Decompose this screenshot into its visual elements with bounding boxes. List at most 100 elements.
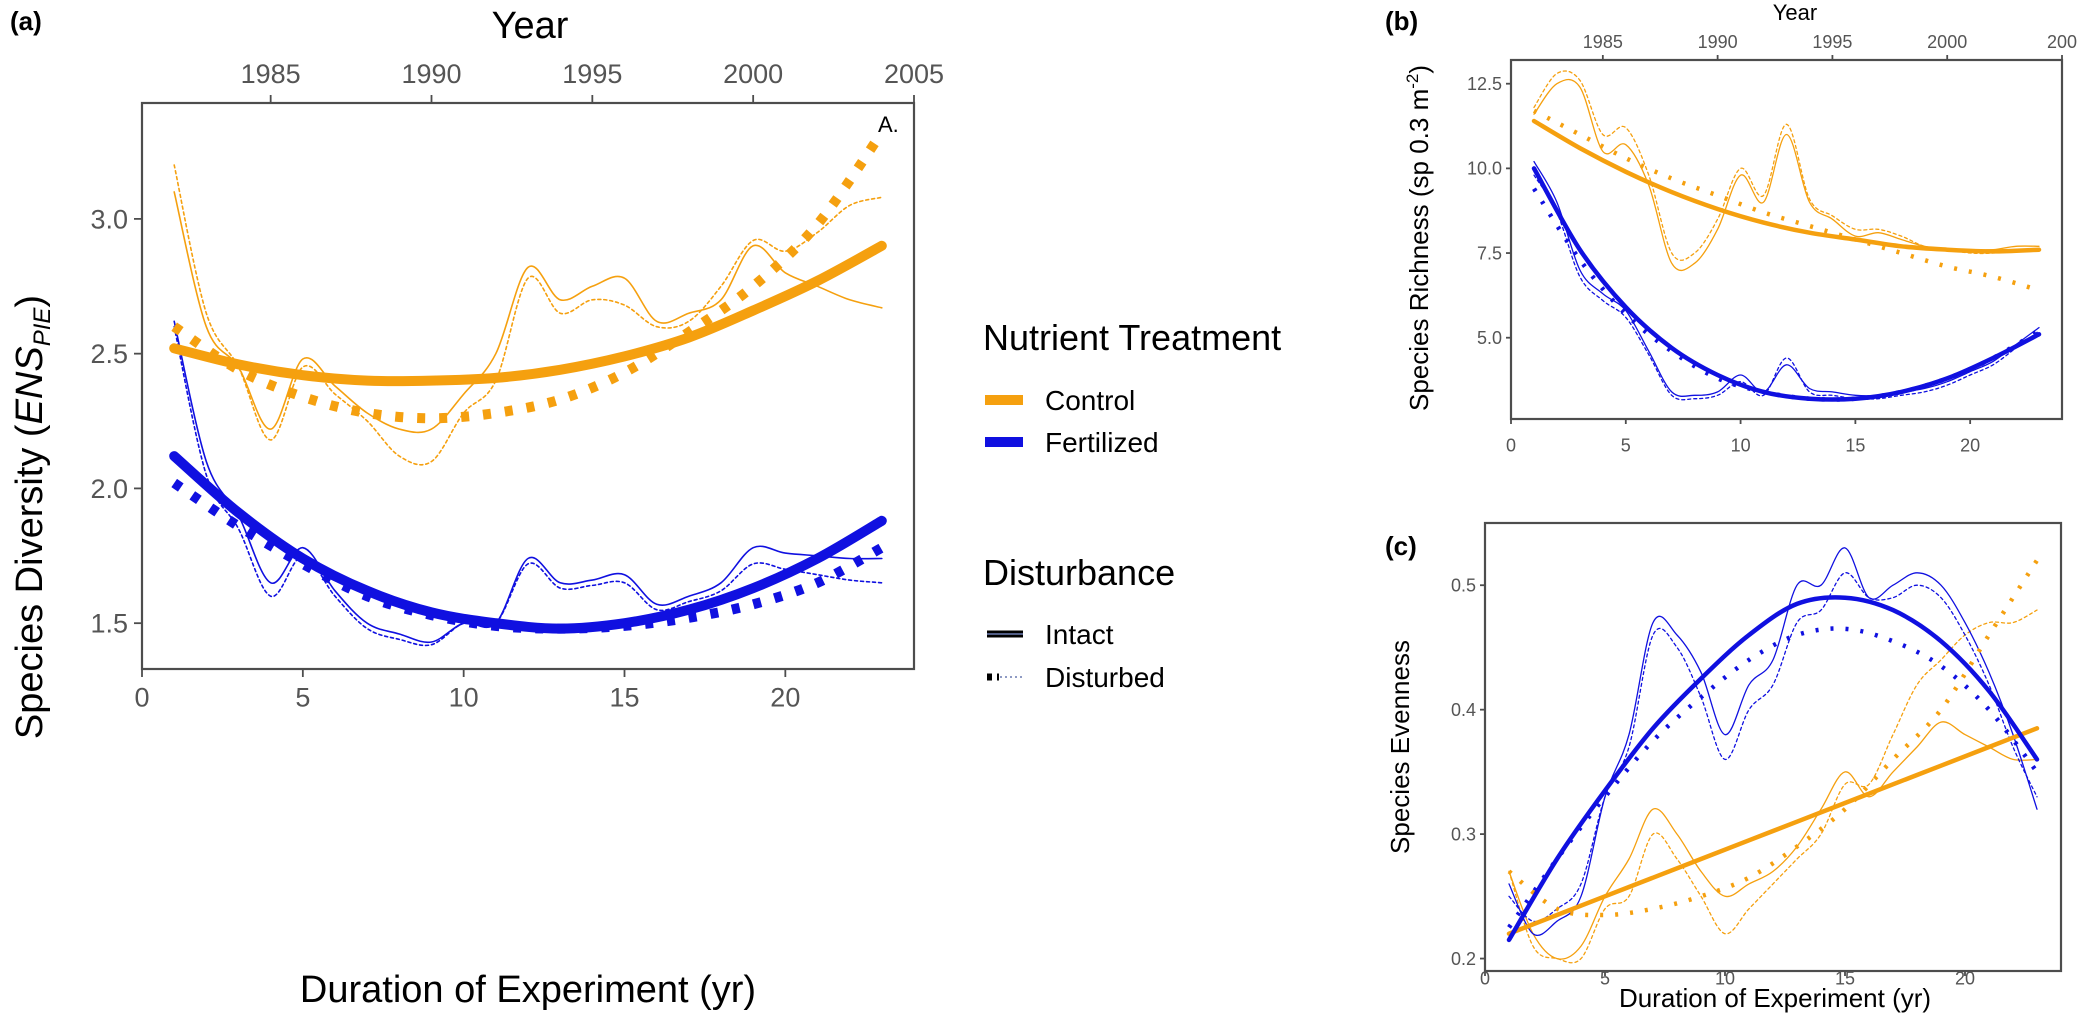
panel-a-ylabel-close: ) — [9, 295, 51, 308]
x-tick-label: 10 — [1715, 968, 1735, 988]
panel-b-top-axis-title: Year — [1773, 0, 1817, 25]
top-tick-label: 1995 — [1812, 32, 1852, 52]
top-tick-label: 2000 — [1927, 32, 1967, 52]
series-line-fertilized-disturbed-fit — [1507, 626, 2039, 929]
y-tick-label: 0.3 — [1451, 824, 1476, 844]
panel-a-frame — [140, 101, 916, 671]
y-tick-label: 12.5 — [1467, 74, 1502, 94]
series-line-control-intact-fit — [169, 240, 887, 387]
x-tick-label: 5 — [295, 682, 310, 712]
series-line-fertilized-disturbed-raw — [1508, 572, 2038, 923]
panel-b-ylabel-close: ) — [1404, 65, 1434, 74]
top-tick-label: 1995 — [562, 59, 622, 89]
x-tick-label: 5 — [1600, 968, 1610, 988]
series-line-fertilized-intact-fit — [1506, 595, 2040, 943]
panel-b-frame — [1509, 58, 2064, 421]
panel-a-ylabel-italic: ENS — [9, 346, 51, 424]
panel-c-left-ticks: 0.2 0.3 0.4 0.5 — [1451, 576, 1485, 969]
series-line-fertilized-disturbed-fit — [1532, 187, 2041, 402]
x-tick-label: 10 — [449, 682, 479, 712]
panel-a-bottom-ticks: 0 5 10 15 20 — [134, 669, 800, 712]
series-line-control-intact-raw — [1533, 78, 2040, 272]
panel-b-ylabel-text: Species Richness (sp 0.3 m — [1404, 89, 1434, 411]
series-line-control-intact-raw — [1508, 721, 2038, 960]
panel-a-top-ticks: 1985 1990 1995 2000 2005 — [241, 59, 944, 103]
panel-a-top-axis-title: Year — [492, 5, 569, 47]
x-tick-label: 0 — [134, 682, 149, 712]
panel-c-label: (c) — [1385, 531, 1417, 561]
legend-control-label: Control — [1045, 385, 1135, 416]
y-tick-label: 3.0 — [90, 204, 128, 234]
panel-a-plot — [169, 129, 887, 647]
panel-b-top-ticks: 1985 1990 1995 2000 200 — [1583, 32, 2077, 60]
series-line-control-disturbed-raw — [1508, 609, 2038, 964]
y-tick-label: 0.5 — [1451, 576, 1476, 596]
panel-c-y-axis-title: Species Evenness — [1385, 640, 1415, 854]
series-line-fertilized-disturbed-raw — [173, 325, 883, 647]
series-line-control-disturbed-fit — [171, 129, 886, 424]
panel-a-ylabel-sub: PIE — [29, 307, 56, 347]
series-line-control-intact-raw — [173, 191, 883, 434]
x-tick-label: 20 — [770, 682, 800, 712]
top-tick-label: 1985 — [1583, 32, 1623, 52]
panel-b-y-axis-title: Species Richness (sp 0.3 m-2) — [1403, 65, 1434, 411]
panel-c: (c) 0 5 10 15 20 0.2 0.3 0.4 0.5 Duration of Ex… — [1385, 521, 2063, 1013]
panel-a-left-ticks: 1.5 2.0 2.5 3.0 — [90, 204, 142, 639]
legend: Nutrient Treatment Control Fertilized Di… — [983, 317, 1281, 693]
top-tick-label: 2000 — [723, 59, 783, 89]
legend-disturbed-label: Disturbed — [1045, 662, 1165, 693]
top-tick-label: 200 — [2047, 32, 2077, 52]
y-tick-label: 5.0 — [1477, 328, 1502, 348]
x-tick-label: 0 — [1506, 435, 1516, 455]
panel-a: (a) Year 1985 1990 1995 2000 2005 A. 0 5 10 15 2… — [9, 5, 944, 1011]
series-line-fertilized-disturbed-raw — [1533, 174, 2040, 401]
x-tick-label: 15 — [609, 682, 639, 712]
series-line-control-intact-fit — [1531, 118, 2042, 254]
y-tick-label: 2.0 — [90, 474, 128, 504]
top-tick-label: 2005 — [884, 59, 944, 89]
x-tick-label: 15 — [1835, 968, 1855, 988]
series-line-fertilized-intact-raw — [1533, 160, 2040, 397]
x-tick-label: 10 — [1731, 435, 1751, 455]
series-line-fertilized-disturbed-fit — [171, 478, 885, 634]
x-tick-label: 5 — [1621, 435, 1631, 455]
series-line-fertilized-intact-fit — [169, 451, 887, 634]
legend-disturbance-title: Disturbance — [983, 552, 1175, 593]
series-line-fertilized-intact-raw — [173, 320, 883, 644]
panel-b-bottom-ticks: 0 5 10 15 20 — [1506, 419, 1980, 455]
panel-a-ylabel-text: Species Diversity ( — [9, 424, 51, 739]
y-tick-label: 1.5 — [90, 609, 128, 639]
y-tick-label: 0.4 — [1451, 700, 1476, 720]
panel-c-plot — [1506, 547, 2040, 964]
series-line-control-disturbed-fit — [1532, 108, 2040, 293]
series-line-fertilized-intact-raw — [1508, 547, 2038, 936]
top-tick-label: 1985 — [241, 59, 301, 89]
panel-b-label: (b) — [1385, 6, 1418, 36]
panel-c-x-axis-title: Duration of Experiment (yr) — [1619, 983, 1931, 1013]
y-tick-label: 10.0 — [1467, 159, 1502, 179]
legend-nutrient-title: Nutrient Treatment — [983, 317, 1281, 358]
panel-b-left-ticks: 5.0 7.5 10.0 12.5 — [1467, 74, 1511, 348]
panel-c-bottom-ticks: 0 5 10 15 20 — [1480, 968, 1975, 988]
panel-c-frame — [1483, 521, 2063, 973]
y-tick-label: 2.5 — [90, 339, 128, 369]
panel-b: (b) Year 1985 1990 1995 2000 200 0 5 10 15 20 5.… — [1385, 0, 2077, 455]
x-tick-label: 20 — [1960, 435, 1980, 455]
x-tick-label: 15 — [1845, 435, 1865, 455]
series-line-control-intact-fit — [1506, 726, 2040, 936]
series-line-control-disturbed-raw — [173, 164, 883, 466]
top-tick-label: 1990 — [1698, 32, 1738, 52]
y-tick-label: 0.2 — [1451, 949, 1476, 969]
y-tick-label: 7.5 — [1477, 243, 1502, 263]
panel-b-plot — [1531, 70, 2042, 402]
panel-a-x-axis-title: Duration of Experiment (yr) — [300, 969, 756, 1011]
x-tick-label: 0 — [1480, 968, 1490, 988]
panel-a-annotation: A. — [878, 112, 899, 137]
panel-b-ylabel-sup: -2 — [1403, 74, 1422, 89]
legend-fertilized-label: Fertilized — [1045, 427, 1159, 458]
panel-a-y-axis-title: Species Diversity (ENSPIE) — [9, 295, 56, 739]
panel-a-label: (a) — [10, 6, 42, 36]
x-tick-label: 20 — [1955, 968, 1975, 988]
legend-intact-label: Intact — [1045, 619, 1114, 650]
